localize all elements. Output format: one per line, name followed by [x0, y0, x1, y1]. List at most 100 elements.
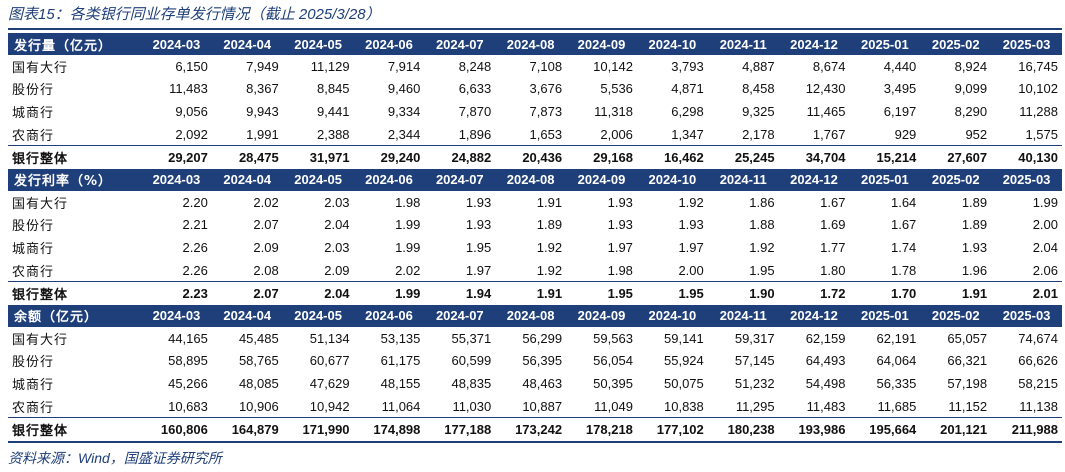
- row-label: 国有大行: [12, 196, 69, 212]
- table-cell: 2.04: [1032, 239, 1058, 255]
- table-row: 城商行 2.26 2.09 2.03 1.99 1.95 1.92 1.97 1.97 1.92 1…: [8, 236, 1062, 259]
- total-cell: 193,986: [778, 417, 850, 443]
- total-cell: 2.07: [211, 281, 283, 305]
- table-cell: 7,949: [246, 58, 279, 74]
- section-title: 余额（亿元）: [8, 304, 142, 327]
- table-cell: 50,395: [593, 375, 633, 391]
- total-cell: 24,882: [424, 145, 496, 169]
- table-cell: 1,575: [1025, 126, 1058, 142]
- month-header: 2024-03: [141, 33, 212, 55]
- table-cell: 2.02: [395, 262, 421, 278]
- table-cell: 2.20: [182, 194, 208, 210]
- table-row: 国有大行 6,150 7,949 11,129 7,914 8,248 7,108 10,14…: [8, 55, 1062, 78]
- table-cell: 65,057: [947, 330, 988, 346]
- month-header: 2025-01: [849, 304, 921, 327]
- table-row: 城商行 9,056 9,943 9,441 9,334 7,870 7,873 11,318 6…: [8, 100, 1062, 123]
- table-cell: 4,871: [671, 81, 704, 97]
- table-cell: 64,493: [805, 353, 846, 369]
- table-cell: 7,873: [529, 103, 563, 119]
- table-cell: 59,141: [664, 330, 704, 346]
- table-cell: 1.92: [678, 194, 704, 210]
- total-cell: 2.23: [141, 281, 212, 305]
- month-header: 2024-04: [211, 168, 283, 191]
- table-cell: 48,463: [522, 375, 563, 391]
- month-header: 2025-01: [849, 168, 921, 191]
- row-label: 农商行: [12, 264, 55, 280]
- table-cell: 2,178: [742, 126, 775, 142]
- table-cell: 9,056: [175, 103, 208, 119]
- row-label: 农商行: [12, 400, 55, 416]
- table-cell: 10,142: [593, 58, 633, 74]
- total-cell: 2.01: [991, 281, 1062, 305]
- table-cell: 7,108: [529, 58, 563, 74]
- table-cell: 1.93: [607, 194, 633, 210]
- total-cell: 160,806: [141, 417, 212, 443]
- table-cell: 11,295: [735, 398, 775, 414]
- table-cell: 55,371: [451, 330, 492, 346]
- table-cell: 10,838: [664, 398, 704, 414]
- month-header: 2024-07: [424, 168, 496, 191]
- table-cell: 9,099: [954, 81, 988, 97]
- table-cell: 2,006: [600, 126, 633, 142]
- table-cell: 8,845: [317, 81, 350, 97]
- table-cell: 6,633: [458, 81, 492, 97]
- table-cell: 54,498: [805, 375, 846, 391]
- table-cell: 1.99: [395, 239, 421, 255]
- table-cell: 45,485: [238, 330, 279, 346]
- month-header: 2024-09: [566, 33, 637, 55]
- total-row: 银行整体 160,806 164,879 171,990 174,898 177,188 1…: [8, 417, 1062, 443]
- row-label: 国有大行: [12, 332, 69, 348]
- total-cell: 180,238: [707, 417, 779, 443]
- month-header: 2024-06: [353, 304, 425, 327]
- month-header: 2024-12: [778, 33, 850, 55]
- table-cell: 2.26: [182, 262, 208, 278]
- table-cell: 2.02: [253, 194, 279, 210]
- table-row: 股份行 11,483 8,367 8,845 9,460 6,633 3,676 5,536 4…: [8, 78, 1062, 101]
- total-label: 银行整体: [8, 145, 142, 169]
- total-label: 银行整体: [8, 417, 142, 443]
- table-cell: 1.92: [536, 262, 563, 278]
- table-cell: 1.89: [536, 217, 563, 233]
- month-header: 2024-06: [353, 33, 425, 55]
- month-header: 2024-05: [282, 304, 354, 327]
- table-cell: 6,150: [175, 58, 208, 74]
- section-title: 发行利率（%）: [8, 168, 142, 191]
- table-cell: 8,458: [742, 81, 775, 97]
- table-cell: 2.26: [182, 239, 208, 255]
- table-cell: 2.08: [253, 262, 279, 278]
- total-cell: 29,168: [566, 145, 637, 169]
- table-cell: 7,870: [458, 103, 492, 119]
- table-cell: 48,155: [380, 375, 421, 391]
- section-header-row: 发行利率（%） 2024-03 2024-04 2024-05 2024-06 2024-…: [8, 168, 1062, 191]
- table-cell: 61,175: [380, 353, 421, 369]
- table-cell: 2.00: [1032, 217, 1058, 233]
- table-cell: 1.74: [890, 239, 917, 255]
- row-label: 股份行: [12, 219, 55, 235]
- table-cell: 1.89: [961, 194, 988, 210]
- table-cell: 56,054: [593, 353, 633, 369]
- month-header: 2024-04: [211, 33, 283, 55]
- table-cell: 1,991: [246, 126, 279, 142]
- table-cell: 8,248: [458, 58, 492, 74]
- table-cell: 1.99: [1032, 194, 1058, 210]
- total-cell: 1.99: [353, 281, 425, 305]
- total-cell: 1.91: [495, 281, 567, 305]
- table-cell: 8,290: [954, 103, 988, 119]
- total-cell: 34,704: [778, 145, 850, 169]
- table-cell: 1,896: [458, 126, 492, 142]
- table-row: 农商行 2.26 2.08 2.09 2.02 1.97 1.92 1.98 2.00 1.95 1…: [8, 259, 1062, 282]
- table-cell: 4,440: [883, 58, 917, 74]
- table-cell: 1.96: [961, 262, 988, 278]
- table-cell: 2.21: [182, 217, 208, 233]
- table-cell: 53,135: [380, 330, 421, 346]
- table-cell: 1.97: [607, 239, 633, 255]
- row-label: 城商行: [12, 105, 55, 121]
- month-header: 2025-03: [991, 168, 1062, 191]
- table-cell: 11,318: [594, 103, 633, 119]
- table-cell: 10,887: [522, 398, 563, 414]
- table-cell: 56,335: [876, 375, 917, 391]
- table-cell: 9,460: [387, 81, 421, 97]
- table-row: 农商行 2,092 1,991 2,388 2,344 1,896 1,653 2,006 1,…: [8, 123, 1062, 146]
- table-cell: 11,288: [1019, 103, 1058, 119]
- row-label: 股份行: [12, 355, 55, 371]
